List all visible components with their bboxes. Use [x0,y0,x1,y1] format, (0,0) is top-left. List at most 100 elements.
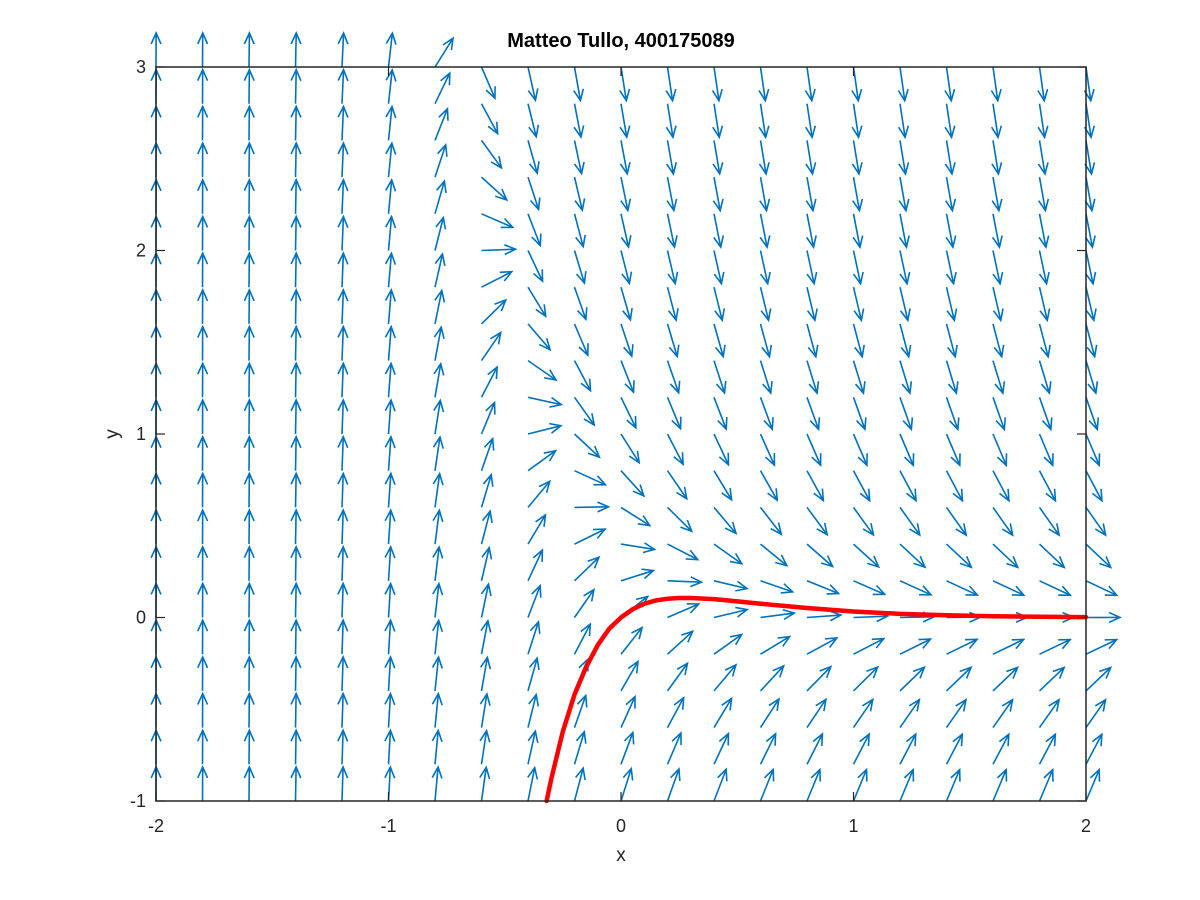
field-arrow [384,691,396,728]
field-arrow [197,361,209,398]
field-arrow [337,361,349,398]
field-arrow [481,243,518,256]
field-arrow [1038,250,1050,286]
field-arrow [666,213,678,249]
field-arrow [337,31,349,68]
field-arrow [384,471,396,508]
field-arrow [385,104,397,141]
field-arrow [713,696,733,729]
field-arrow [713,663,738,692]
field-arrow [667,603,701,619]
field-arrow [290,287,302,324]
field-arrow [805,176,817,213]
field-arrow [665,140,678,176]
field-arrow [759,506,783,536]
field-arrow [243,765,255,802]
field-arrow [898,176,910,213]
field-arrow [197,67,209,104]
field-arrow [1037,66,1049,103]
field-arrow [243,104,255,141]
y-tick-label: 2 [136,241,146,261]
field-arrow [385,31,397,68]
field-arrow [243,67,255,104]
field-arrow [1085,323,1098,359]
field-arrow [944,66,956,103]
field-arrow [666,470,688,501]
field-arrow [431,765,443,802]
field-arrow [527,692,540,728]
field-arrow [899,638,933,655]
field-arrow [992,698,1014,729]
field-arrow [945,176,957,213]
field-arrow [434,252,446,288]
field-arrow [290,214,302,251]
field-arrow [433,361,445,398]
field-arrow [243,434,255,471]
field-arrow [759,176,771,213]
field-arrow [337,544,349,581]
field-arrow [197,728,209,765]
field-arrow [805,140,817,176]
field-arrow [1085,638,1119,655]
field-arrow [434,36,455,68]
field-arrow [337,67,349,104]
field-arrow [852,543,881,569]
field-arrow [527,176,541,212]
field-arrow [1037,140,1049,176]
field-arrow [527,66,539,103]
field-arrow [990,103,1003,140]
field-arrow [1085,506,1107,537]
field-arrow [899,767,915,802]
field-arrow [666,661,689,692]
field-arrow [667,576,704,588]
field-arrow [290,177,302,214]
field-arrow [806,323,819,359]
field-arrow [945,767,961,802]
field-arrow [1085,250,1097,286]
field-arrow [1038,543,1066,569]
field-arrow [527,213,542,248]
field-arrow [480,509,493,545]
field-arrow [574,469,608,486]
field-arrow [1038,287,1051,323]
field-arrow [197,691,209,728]
field-arrow [1085,360,1099,396]
field-arrow [897,103,910,140]
field-arrow [806,610,843,622]
field-arrow [574,528,607,545]
field-arrow [666,731,682,765]
field-arrow [1084,213,1096,250]
y-tick-label: 1 [136,424,146,444]
field-arrow [1038,698,1061,729]
field-arrow [760,635,792,655]
x-axis-label: x [616,845,626,866]
field-arrow [1085,543,1113,569]
field-arrow [620,730,635,765]
field-arrow [574,501,611,513]
field-arrow [666,506,694,533]
field-arrow [806,697,828,729]
field-arrow [432,435,444,471]
field-arrow [337,654,349,691]
field-arrow [197,287,209,324]
field-arrow [945,397,960,432]
field-arrow [480,582,492,618]
field-arrow [806,397,821,432]
field-arrow [1085,611,1122,624]
field-arrow [992,360,1006,396]
field-arrow [243,324,255,361]
field-arrow [243,618,255,655]
field-arrow [479,655,492,692]
field-arrow [480,545,493,581]
field-arrow [527,250,544,284]
field-arrow [1084,176,1096,213]
field-arrow [1038,323,1051,359]
field-arrow [432,471,444,508]
field-arrow [527,103,540,139]
y-tick-label: -1 [130,791,146,811]
field-arrow [804,66,816,103]
field-arrow [384,655,396,691]
field-arrow [480,103,499,136]
field-arrow [1085,666,1113,692]
field-arrow [384,434,396,471]
